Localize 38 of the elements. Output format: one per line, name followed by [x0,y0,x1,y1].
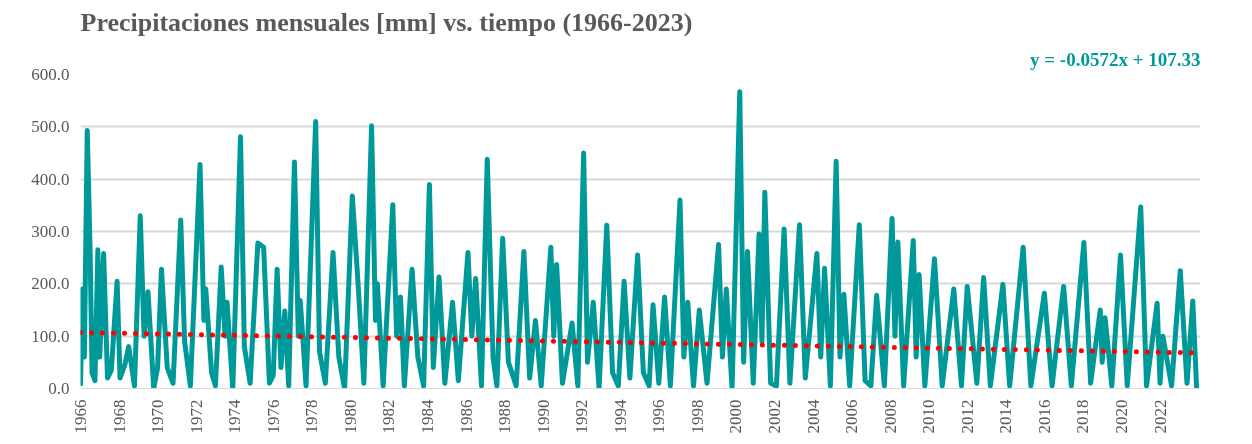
x-tick-label: 2016 [1034,399,1054,434]
x-tick-label: 1992 [572,399,592,434]
x-tick-label: 1990 [533,399,553,434]
x-tick-label: 2004 [803,399,823,434]
x-tick-label: 1972 [186,399,206,434]
x-tick-label: 2020 [1111,399,1131,434]
x-tick-label: 1984 [417,399,437,434]
x-tick-label: 1980 [340,399,360,434]
x-tick-label: 1968 [109,399,129,434]
x-tick-label: 1970 [148,399,168,434]
x-tick-label: 2008 [880,399,900,434]
x-tick-label: 1994 [610,399,630,434]
x-tick-label: 2006 [842,399,862,434]
x-tick-label: 2002 [764,399,784,434]
y-tick-label: 0.0 [48,379,70,398]
x-tick-label: 2014 [996,399,1016,434]
x-tick-label: 2012 [957,399,977,434]
x-tick-label: 1966 [71,399,90,434]
x-tick-label: 1974 [225,399,245,434]
x-tick-label: 1978 [302,399,322,434]
chart-title: Precipitaciones mensuales [mm] vs. tiempo (1966-2023) [80,7,693,37]
y-tick-label: 200.0 [31,274,70,294]
y-tick-label: 100.0 [31,326,70,346]
y-tick-label: 500.0 [31,117,70,137]
x-tick-label: 1998 [687,399,707,434]
x-tick-label: 1996 [649,399,669,434]
y-tick-label: 400.0 [31,169,70,189]
x-tick-label: 2000 [726,399,746,434]
x-tick-label: 1988 [495,399,515,434]
x-tick-label: 1982 [379,399,399,434]
x-tick-label: 1986 [456,399,476,434]
x-tick-label: 2010 [919,399,939,434]
y-tick-label: 300.0 [31,222,70,241]
x-tick-label: 2018 [1073,399,1093,434]
x-tick-label: 2022 [1150,399,1170,434]
text: y = -0.0572x + 107.33 [1030,48,1201,70]
y-tick-label: 600.0 [31,65,70,84]
x-tick-label: 1976 [263,399,283,434]
